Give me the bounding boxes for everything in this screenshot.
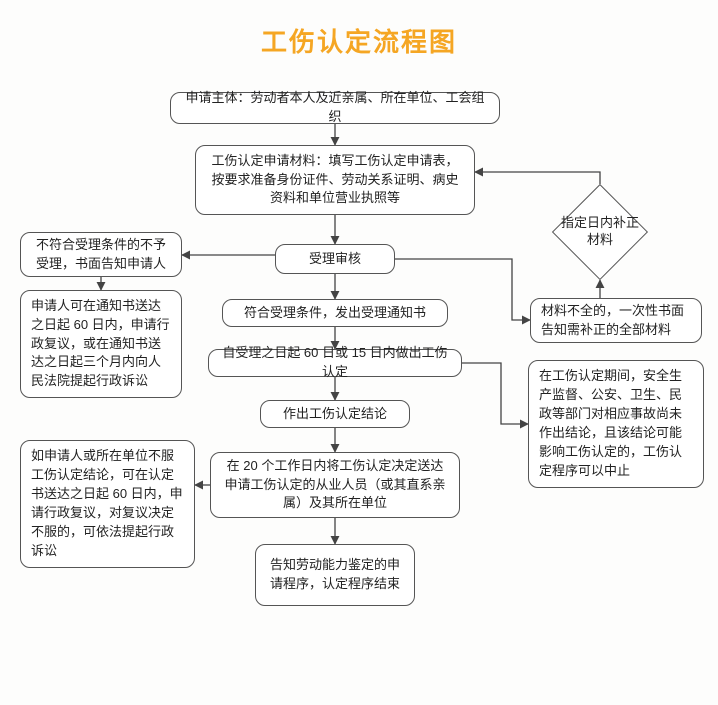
node-reject-remedy: 申请人可在通知书送达之日起 60 日内，申请行政复议，或在通知书送达之日起三个月… (20, 290, 182, 398)
node-materials: 工伤认定申请材料：填写工伤认定申请表，按要求准备身份证件、劳动关系证明、病史资料… (195, 145, 475, 215)
edge (475, 172, 600, 184)
node-accept-notice: 符合受理条件，发出受理通知书 (222, 299, 448, 327)
node-supplement-notice: 材料不全的，一次性书面告知需补正的全部材料 (530, 298, 702, 343)
node-suspend: 在工伤认定期间，安全生产监督、公安、卫生、民政等部门对相应事故尚未作出结论，且该… (528, 360, 704, 488)
node-appeal: 如申请人或所在单位不服工伤认定结论，可在认定书送达之日起 60 日内，申请行政复… (20, 440, 195, 568)
node-decide-period: 自受理之日起 60 日或 15 日内做出工伤认定 (208, 349, 462, 377)
page-title: 工伤认定流程图 (0, 22, 718, 59)
node-supplement-decision: 指定日内补正材料 (552, 184, 648, 280)
edge (462, 363, 528, 424)
node-conclusion: 作出工伤认定结论 (260, 400, 410, 428)
node-deliver-decision: 在 20 个工作日内将工伤认定决定送达申请工伤认定的从业人员（或其直系亲属）及其… (210, 452, 460, 518)
node-review: 受理审核 (275, 244, 395, 274)
node-applicant: 申请主体：劳动者本人及近亲属、所在单位、工会组织 (170, 92, 500, 124)
node-end: 告知劳动能力鉴定的申请程序，认定程序结束 (255, 544, 415, 606)
node-reject-notice: 不符合受理条件的不予受理，书面告知申请人 (20, 232, 182, 277)
